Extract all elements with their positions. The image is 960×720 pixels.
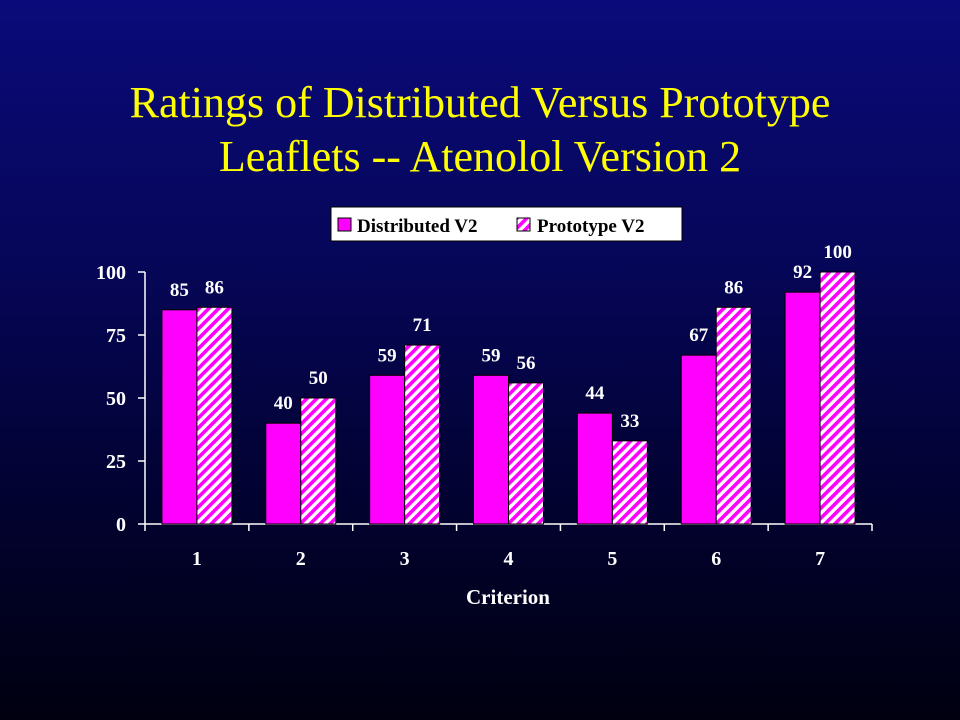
y-tick-label: 100: [96, 262, 126, 284]
y-tick-label: 75: [106, 325, 126, 347]
bar-distributed: [161, 309, 198, 525]
data-label-distributed: 40: [274, 393, 293, 414]
legend-label-distributed: Distributed V2: [357, 216, 478, 237]
data-labels: 85 86 40 50 59 71 59 56 44 33 67 86 92 100: [170, 242, 852, 432]
x-tick-label: 1: [192, 548, 202, 570]
bar-distributed: [680, 354, 717, 525]
x-tick-label: 7: [815, 548, 825, 570]
data-label-prototype: 71: [413, 315, 432, 336]
bar-prototype: [611, 440, 648, 525]
data-label-distributed: 59: [378, 345, 397, 366]
bar-prototype: [404, 344, 441, 525]
data-label-distributed: 92: [793, 262, 812, 283]
data-label-prototype: 86: [724, 277, 743, 298]
y-tick-label: 25: [106, 451, 126, 473]
data-label-prototype: 86: [205, 277, 224, 298]
bar-prototype: [819, 271, 856, 525]
bar-prototype: [196, 306, 233, 525]
legend-label-prototype: Prototype V2: [537, 216, 644, 237]
y-axis: 0 25 50 75 100: [96, 262, 146, 536]
data-label-distributed: 85: [170, 280, 189, 301]
bar-distributed: [369, 374, 406, 525]
bar-prototype: [715, 306, 752, 525]
bars: [161, 271, 856, 525]
slide-title-line1: Ratings of Distributed Versus Prototype: [129, 78, 831, 127]
legend-swatch-prototype: [516, 217, 531, 232]
slide-title-line2: Leaflets -- Atenolol Version 2: [218, 132, 742, 181]
x-tick-label: 3: [400, 548, 410, 570]
data-label-prototype: 56: [517, 353, 536, 374]
x-tick-label: 2: [296, 548, 306, 570]
data-label-prototype: 100: [823, 242, 852, 263]
bar-distributed: [576, 412, 613, 525]
bar-prototype: [300, 397, 337, 525]
bar-distributed: [784, 291, 821, 525]
legend: Distributed V2 Prototype V2: [330, 206, 683, 242]
x-axis-title: Criterion: [466, 585, 550, 609]
legend-box: [330, 206, 683, 242]
data-label-distributed: 67: [689, 325, 709, 346]
bar-prototype: [508, 382, 544, 525]
x-axis: 1 2 3 4 5 6 7: [144, 523, 873, 570]
y-tick-label: 0: [116, 514, 126, 536]
slide-title: Ratings of Distributed Versus Prototype …: [40, 76, 920, 184]
y-tick-label: 50: [106, 388, 126, 410]
x-tick-label: 5: [607, 548, 617, 570]
bar-distributed: [473, 374, 509, 525]
x-tick-label: 6: [711, 548, 721, 570]
data-label-prototype: 50: [309, 368, 328, 389]
data-label-distributed: 44: [585, 383, 605, 404]
data-label-distributed: 59: [482, 345, 501, 366]
legend-swatch-distributed: [337, 217, 352, 232]
bar-distributed: [265, 422, 302, 525]
data-label-prototype: 33: [620, 411, 639, 432]
x-tick-label: 4: [504, 548, 514, 570]
